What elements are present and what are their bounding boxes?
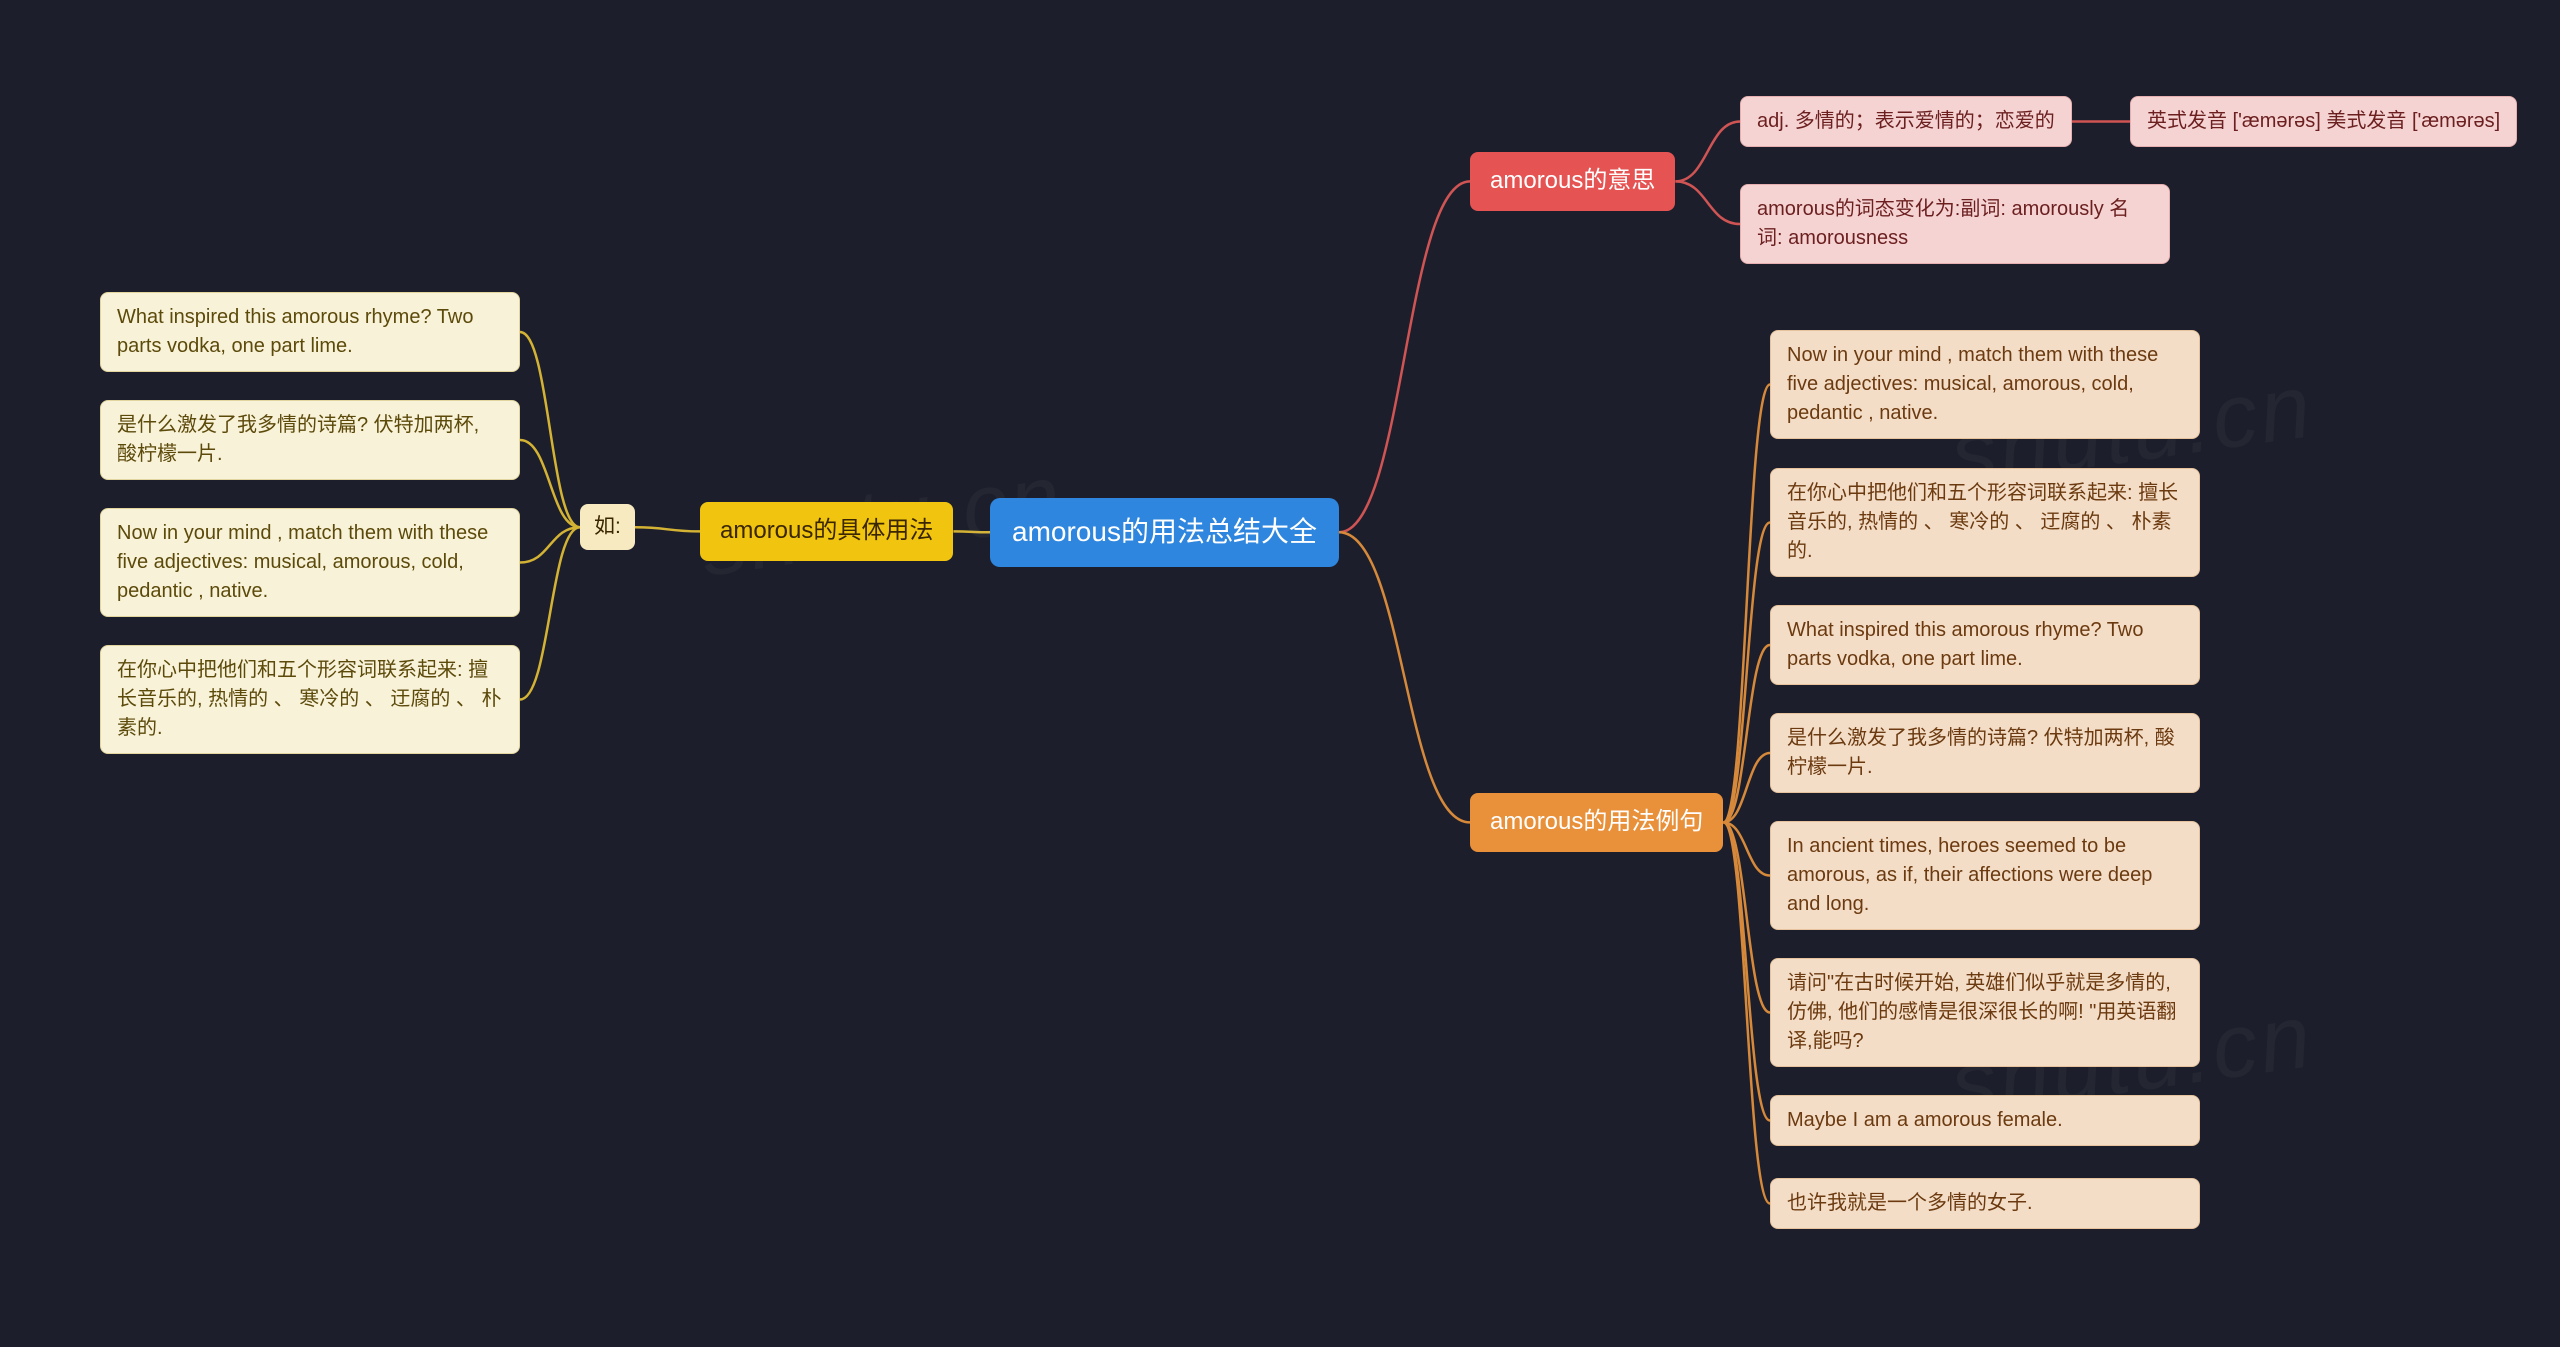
usage-leaf[interactable]: Now in your mind , match them with these… xyxy=(100,508,520,617)
example-leaf[interactable]: Maybe I am a amorous female. xyxy=(1770,1095,2200,1146)
pronunciation-leaf[interactable]: 英式发音 ['æmərəs] 美式发音 ['æmərəs] xyxy=(2130,96,2517,147)
usage-leaf[interactable]: What inspired this amorous rhyme? Two pa… xyxy=(100,292,520,372)
example-leaf[interactable]: In ancient times, heroes seemed to be am… xyxy=(1770,821,2200,930)
branch-usage-example-label[interactable]: 如: xyxy=(580,504,635,550)
example-leaf[interactable]: 请问"在古时候开始, 英雄们似乎就是多情的, 仿佛, 他们的感情是很深很长的啊!… xyxy=(1770,958,2200,1067)
branch-usage[interactable]: amorous的具体用法 xyxy=(700,502,953,561)
example-leaf[interactable]: What inspired this amorous rhyme? Two pa… xyxy=(1770,605,2200,685)
example-leaf[interactable]: 也许我就是一个多情的女子. xyxy=(1770,1178,2200,1229)
root-node[interactable]: amorous的用法总结大全 xyxy=(990,498,1339,567)
branch-examples[interactable]: amorous的用法例句 xyxy=(1470,793,1723,852)
wordform-leaf[interactable]: amorous的词态变化为:副词: amorously 名词: amorousn… xyxy=(1740,184,2170,264)
example-leaf[interactable]: Now in your mind , match them with these… xyxy=(1770,330,2200,439)
usage-leaf[interactable]: 在你心中把他们和五个形容词联系起来: 擅长音乐的, 热情的 、 寒冷的 、 迂腐… xyxy=(100,645,520,754)
example-leaf[interactable]: 是什么激发了我多情的诗篇? 伏特加两杯, 酸柠檬一片. xyxy=(1770,713,2200,793)
usage-leaf[interactable]: 是什么激发了我多情的诗篇? 伏特加两杯, 酸柠檬一片. xyxy=(100,400,520,480)
branch-meaning[interactable]: amorous的意思 xyxy=(1470,152,1675,211)
example-leaf[interactable]: 在你心中把他们和五个形容词联系起来: 擅长音乐的, 热情的 、 寒冷的 、 迂腐… xyxy=(1770,468,2200,577)
meaning-leaf[interactable]: adj. 多情的；表示爱情的；恋爱的 xyxy=(1740,96,2072,147)
